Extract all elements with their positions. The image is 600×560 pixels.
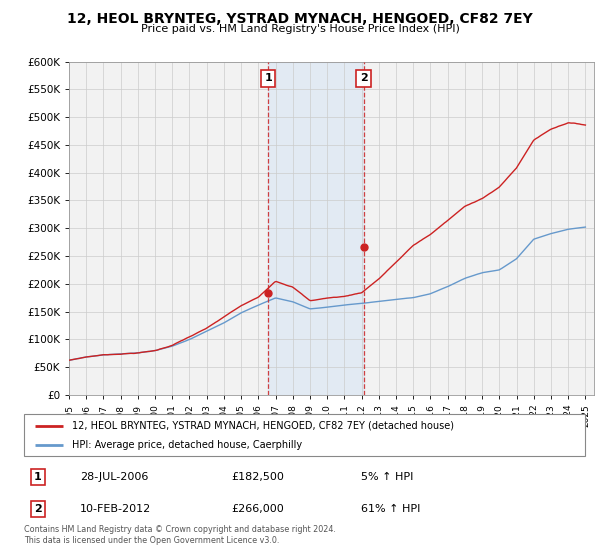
Text: 1: 1 [264,73,272,83]
Text: 12, HEOL BRYNTEG, YSTRAD MYNACH, HENGOED, CF82 7EY: 12, HEOL BRYNTEG, YSTRAD MYNACH, HENGOED… [67,12,533,26]
Text: £266,000: £266,000 [232,504,284,514]
Text: 5% ↑ HPI: 5% ↑ HPI [361,472,413,482]
FancyBboxPatch shape [24,414,585,456]
Text: 10-FEB-2012: 10-FEB-2012 [80,504,151,514]
Text: 28-JUL-2006: 28-JUL-2006 [80,472,148,482]
Text: 61% ↑ HPI: 61% ↑ HPI [361,504,420,514]
Text: 1: 1 [34,472,42,482]
Text: £182,500: £182,500 [232,472,284,482]
Bar [268,62,364,395]
Text: 2: 2 [360,73,368,83]
Text: Price paid vs. HM Land Registry's House Price Index (HPI): Price paid vs. HM Land Registry's House … [140,24,460,34]
Text: HPI: Average price, detached house, Caerphilly: HPI: Average price, detached house, Caer… [71,440,302,450]
Text: Contains HM Land Registry data © Crown copyright and database right 2024.
This d: Contains HM Land Registry data © Crown c… [24,525,336,545]
Text: 12, HEOL BRYNTEG, YSTRAD MYNACH, HENGOED, CF82 7EY (detached house): 12, HEOL BRYNTEG, YSTRAD MYNACH, HENGOED… [71,421,454,431]
Text: 2: 2 [34,504,42,514]
